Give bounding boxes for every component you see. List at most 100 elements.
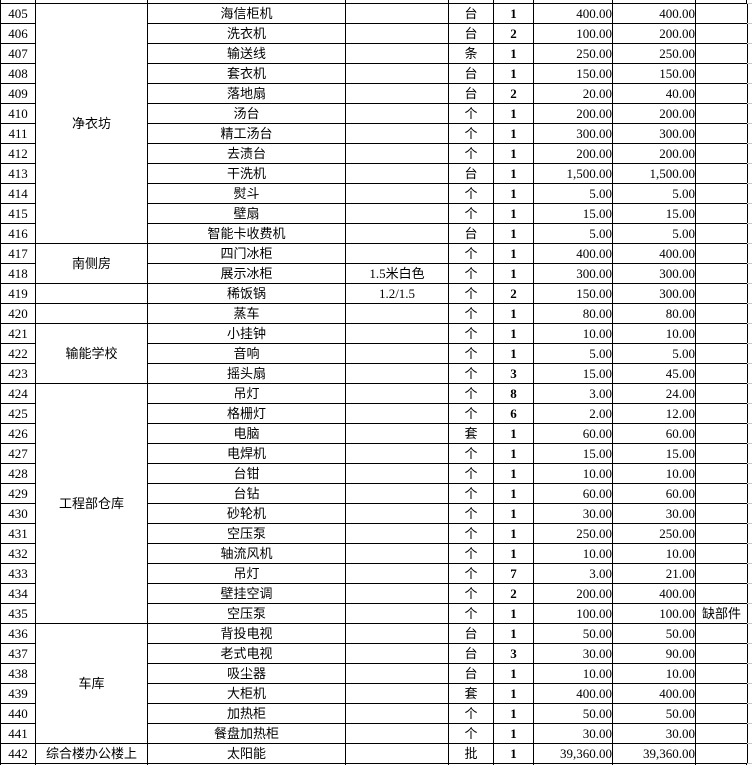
row-number-cell[interactable]: 421 <box>0 323 36 344</box>
unit-cell[interactable]: 个 <box>448 403 494 424</box>
unit-cell[interactable]: 台 <box>448 623 494 644</box>
spec-cell[interactable] <box>345 363 449 384</box>
unit-cell[interactable]: 个 <box>448 383 494 404</box>
amount-cell[interactable]: 200.00 <box>612 103 696 124</box>
item-name-cell[interactable]: 套衣机 <box>147 63 346 84</box>
qty-cell[interactable]: 1 <box>493 603 534 624</box>
unit-cell[interactable]: 个 <box>448 503 494 524</box>
qty-cell[interactable]: 2 <box>493 583 534 604</box>
remark-cell[interactable] <box>695 523 748 544</box>
row-number-cell[interactable]: 419 <box>0 283 36 304</box>
qty-cell[interactable]: 2 <box>493 83 534 104</box>
row-number-cell[interactable]: 412 <box>0 143 36 164</box>
qty-cell[interactable]: 1 <box>493 503 534 524</box>
unit-cell[interactable]: 套 <box>448 423 494 444</box>
row-number-cell[interactable]: 406 <box>0 23 36 44</box>
row-number-cell[interactable]: 416 <box>0 223 36 244</box>
spec-cell[interactable] <box>345 23 449 44</box>
amount-cell[interactable]: 100.00 <box>612 603 696 624</box>
row-number-cell[interactable]: 427 <box>0 443 36 464</box>
unit-cell[interactable]: 个 <box>448 563 494 584</box>
qty-cell[interactable]: 1 <box>493 723 534 744</box>
amount-cell[interactable]: 400.00 <box>612 243 696 264</box>
remark-cell[interactable] <box>695 463 748 484</box>
item-name-cell[interactable]: 餐盘加热柜 <box>147 723 346 744</box>
item-name-cell[interactable]: 格栅灯 <box>147 403 346 424</box>
unit-cell[interactable]: 个 <box>448 723 494 744</box>
remark-cell[interactable] <box>695 63 748 84</box>
remark-cell[interactable] <box>695 323 748 344</box>
spec-cell[interactable] <box>345 663 449 684</box>
category-cell[interactable] <box>35 303 148 324</box>
amount-cell[interactable]: 10.00 <box>612 663 696 684</box>
remark-cell[interactable] <box>695 743 748 764</box>
remark-cell[interactable] <box>695 363 748 384</box>
amount-cell[interactable]: 24.00 <box>612 383 696 404</box>
qty-cell[interactable]: 1 <box>493 103 534 124</box>
unit-cell[interactable]: 批 <box>448 743 494 764</box>
qty-cell[interactable]: 1 <box>493 143 534 164</box>
item-name-cell[interactable]: 熨斗 <box>147 183 346 204</box>
qty-cell[interactable]: 1 <box>493 263 534 284</box>
remark-cell[interactable] <box>695 503 748 524</box>
remark-cell[interactable] <box>695 3 748 24</box>
unit-price-cell[interactable]: 60.00 <box>533 483 613 504</box>
unit-cell[interactable]: 台 <box>448 23 494 44</box>
remark-cell[interactable] <box>695 723 748 744</box>
spec-cell[interactable] <box>345 643 449 664</box>
unit-price-cell[interactable]: 200.00 <box>533 583 613 604</box>
row-number-cell[interactable]: 430 <box>0 503 36 524</box>
amount-cell[interactable]: 5.00 <box>612 223 696 244</box>
unit-price-cell[interactable]: 200.00 <box>533 143 613 164</box>
qty-cell[interactable]: 1 <box>493 663 534 684</box>
qty-cell[interactable]: 1 <box>493 243 534 264</box>
spec-cell[interactable] <box>345 143 449 164</box>
spec-cell[interactable] <box>345 683 449 704</box>
unit-cell[interactable]: 个 <box>448 203 494 224</box>
item-name-cell[interactable]: 小挂钟 <box>147 323 346 344</box>
unit-cell[interactable]: 个 <box>448 143 494 164</box>
item-name-cell[interactable]: 背投电视 <box>147 623 346 644</box>
unit-cell[interactable]: 个 <box>448 703 494 724</box>
remark-cell[interactable] <box>695 423 748 444</box>
amount-cell[interactable]: 30.00 <box>612 503 696 524</box>
item-name-cell[interactable]: 老式电视 <box>147 643 346 664</box>
spec-cell[interactable]: 1.2/1.5 <box>345 283 449 304</box>
item-name-cell[interactable]: 电焊机 <box>147 443 346 464</box>
spec-cell[interactable] <box>345 623 449 644</box>
qty-cell[interactable]: 1 <box>493 123 534 144</box>
amount-cell[interactable]: 80.00 <box>612 303 696 324</box>
category-cell[interactable]: 工程部仓库 <box>35 383 148 624</box>
row-number-cell[interactable]: 434 <box>0 583 36 604</box>
remark-cell[interactable]: 缺部件 <box>695 603 748 624</box>
spec-cell[interactable] <box>345 323 449 344</box>
spec-cell[interactable] <box>345 223 449 244</box>
unit-price-cell[interactable]: 10.00 <box>533 463 613 484</box>
unit-price-cell[interactable]: 39,360.00 <box>533 743 613 764</box>
spec-cell[interactable] <box>345 743 449 764</box>
row-number-cell[interactable]: 405 <box>0 3 36 24</box>
remark-cell[interactable] <box>695 303 748 324</box>
amount-cell[interactable]: 60.00 <box>612 483 696 504</box>
unit-price-cell[interactable]: 100.00 <box>533 23 613 44</box>
row-number-cell[interactable]: 438 <box>0 663 36 684</box>
row-number-cell[interactable]: 428 <box>0 463 36 484</box>
amount-cell[interactable]: 200.00 <box>612 23 696 44</box>
item-name-cell[interactable]: 空压泵 <box>147 603 346 624</box>
remark-cell[interactable] <box>695 183 748 204</box>
qty-cell[interactable]: 1 <box>493 543 534 564</box>
amount-cell[interactable]: 200.00 <box>612 143 696 164</box>
qty-cell[interactable]: 1 <box>493 683 534 704</box>
spec-cell[interactable] <box>345 463 449 484</box>
row-number-cell[interactable]: 423 <box>0 363 36 384</box>
amount-cell[interactable]: 300.00 <box>612 263 696 284</box>
amount-cell[interactable]: 10.00 <box>612 463 696 484</box>
qty-cell[interactable]: 2 <box>493 283 534 304</box>
amount-cell[interactable]: 39,360.00 <box>612 743 696 764</box>
spec-cell[interactable] <box>345 403 449 424</box>
spec-cell[interactable] <box>345 3 449 24</box>
unit-price-cell[interactable]: 30.00 <box>533 503 613 524</box>
item-name-cell[interactable]: 台钻 <box>147 483 346 504</box>
amount-cell[interactable]: 50.00 <box>612 623 696 644</box>
row-number-cell[interactable]: 429 <box>0 483 36 504</box>
